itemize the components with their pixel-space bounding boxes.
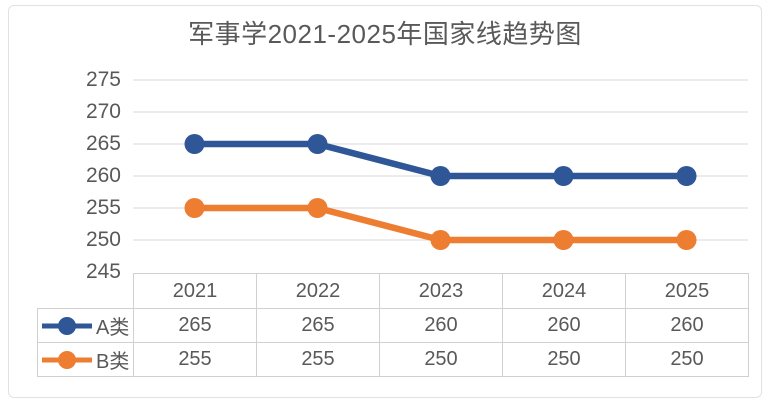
data-point-marker <box>553 166 574 186</box>
value-cell: 265 <box>256 308 380 343</box>
value-cell: 260 <box>379 308 503 343</box>
value-cell: 250 <box>502 342 626 377</box>
value-cell: 255 <box>256 342 380 377</box>
table-row: B类 255 255 250 250 250 <box>37 342 749 377</box>
legend-key: B类 <box>41 344 133 376</box>
data-table: 2021 2022 2023 2024 2025 A类 265 265 260 260 260 B类… <box>37 273 749 377</box>
data-point-marker <box>307 134 328 154</box>
trend-line-plot <box>133 79 748 250</box>
table-corner-cell <box>38 274 134 309</box>
y-axis-tick-label: 265 <box>85 132 121 155</box>
y-axis-tick-label: 255 <box>85 196 121 219</box>
year-header-cell: 2025 <box>625 273 749 309</box>
y-axis-tick-label: 270 <box>85 100 121 123</box>
series-legend-label: B类 <box>96 351 130 373</box>
value-cell: 255 <box>133 342 257 377</box>
data-point-marker <box>676 166 697 186</box>
data-point-marker <box>553 230 574 250</box>
value-cell: 250 <box>379 342 503 377</box>
value-cell: 250 <box>625 342 749 377</box>
data-point-marker <box>184 198 205 218</box>
legend-cell: B类 <box>37 342 134 377</box>
y-axis-tick-label: 250 <box>85 228 121 251</box>
y-axis-tick-label: 275 <box>85 68 121 91</box>
table-header-row: 2021 2022 2023 2024 2025 <box>38 273 749 309</box>
legend-key: A类 <box>41 310 133 342</box>
value-cell: 260 <box>502 308 626 343</box>
series-legend-label: A类 <box>96 317 130 339</box>
series-legend-icon <box>42 316 92 335</box>
year-header-cell: 2021 <box>133 273 257 309</box>
year-header-cell: 2022 <box>256 273 380 309</box>
year-header-cell: 2024 <box>502 273 626 309</box>
value-cell: 265 <box>133 308 257 343</box>
table-row: A类 265 265 260 260 260 <box>37 308 749 343</box>
data-point-marker <box>430 230 451 250</box>
y-axis-tick-label: 260 <box>85 164 121 187</box>
y-axis-tick-label: 245 <box>85 260 121 283</box>
data-point-marker <box>676 230 697 250</box>
legend-cell: A类 <box>37 308 134 343</box>
year-header-cell: 2023 <box>379 273 503 309</box>
data-point-marker <box>184 134 205 154</box>
series-legend-icon <box>42 350 92 369</box>
value-cell: 260 <box>625 308 749 343</box>
data-point-marker <box>307 198 328 218</box>
chart-title: 军事学2021-2025年国家线趋势图 <box>188 19 582 49</box>
data-point-marker <box>430 166 451 186</box>
